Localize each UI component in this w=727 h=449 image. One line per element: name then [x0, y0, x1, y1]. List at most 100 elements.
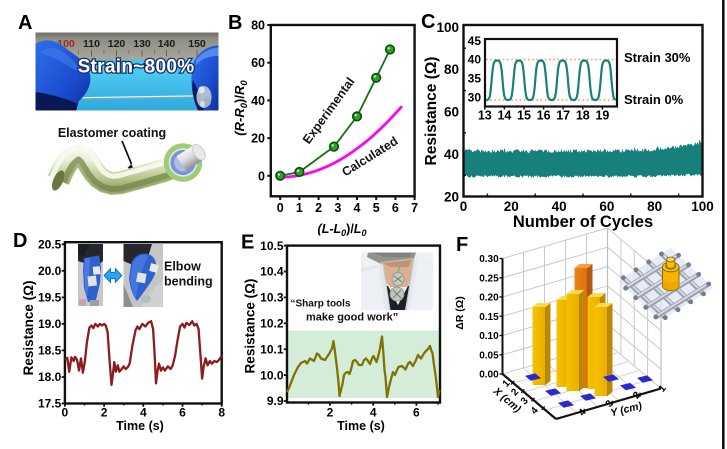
svg-text:Strain 0%: Strain 0%	[624, 92, 684, 107]
svg-text:Resistance (Ω): Resistance (Ω)	[21, 281, 36, 376]
svg-text:0.00: 0.00	[479, 370, 499, 381]
svg-text:3: 3	[604, 398, 616, 410]
svg-text:0.10: 0.10	[479, 331, 499, 342]
svg-text:2: 2	[315, 201, 322, 215]
svg-text:30: 30	[468, 90, 482, 104]
svg-text:D: D	[13, 230, 27, 252]
svg-text:Elbow: Elbow	[164, 260, 201, 274]
svg-text:19.0: 19.0	[38, 317, 62, 331]
svg-text:ΔR (Ω): ΔR (Ω)	[454, 296, 466, 329]
svg-text:4: 4	[529, 405, 541, 417]
svg-text:0: 0	[277, 201, 284, 215]
svg-text:0.05: 0.05	[479, 350, 499, 361]
svg-text:6: 6	[392, 201, 399, 215]
svg-text:60: 60	[599, 199, 614, 214]
svg-text:15: 15	[517, 109, 531, 123]
svg-text:0.25: 0.25	[479, 273, 499, 284]
svg-text:19.5: 19.5	[38, 291, 62, 305]
svg-text:Number of Cycles: Number of Cycles	[513, 213, 653, 231]
svg-text:110: 110	[83, 38, 100, 50]
svg-text:19: 19	[595, 109, 609, 123]
svg-text:Time (s): Time (s)	[337, 419, 385, 433]
svg-text:Strain 30%: Strain 30%	[624, 50, 691, 65]
svg-text:2: 2	[509, 386, 521, 398]
svg-text:B: B	[228, 12, 242, 34]
svg-text:F: F	[456, 234, 468, 256]
svg-text:80: 80	[444, 62, 459, 77]
svg-text:Resistance (Ω): Resistance (Ω)	[423, 57, 440, 166]
svg-text:6: 6	[179, 406, 186, 420]
svg-text:bending: bending	[164, 275, 213, 289]
svg-text:Resistance (Ω): Resistance (Ω)	[243, 279, 258, 374]
svg-text:“Sharp tools: “Sharp tools	[291, 299, 351, 310]
svg-text:1: 1	[296, 201, 303, 215]
svg-text:10.3: 10.3	[260, 291, 284, 305]
svg-text:9.9: 9.9	[267, 394, 284, 408]
svg-text:40: 40	[444, 147, 459, 162]
svg-text:7: 7	[411, 201, 418, 215]
svg-text:40: 40	[552, 199, 567, 214]
svg-text:14: 14	[497, 109, 511, 123]
svg-text:60: 60	[251, 56, 265, 70]
svg-text:120: 120	[108, 38, 126, 50]
svg-text:100: 100	[436, 20, 459, 35]
svg-text:Strain~800%: Strain~800%	[78, 57, 195, 78]
svg-text:18.0: 18.0	[38, 370, 62, 384]
svg-text:40: 40	[251, 94, 265, 108]
svg-text:140: 140	[158, 38, 176, 50]
svg-text:Elastomer coating: Elastomer coating	[58, 126, 166, 140]
svg-text:10.1: 10.1	[260, 342, 284, 356]
svg-text:4: 4	[140, 406, 147, 420]
svg-text:A: A	[18, 12, 32, 34]
svg-text:1: 1	[501, 378, 513, 390]
svg-text:60: 60	[444, 105, 459, 120]
svg-text:16: 16	[537, 109, 551, 123]
svg-text:10.5: 10.5	[260, 239, 284, 253]
svg-text:100: 100	[691, 199, 714, 214]
svg-text:(R-R0)/R0: (R-R0)/R0	[232, 80, 250, 136]
svg-text:0: 0	[62, 406, 69, 420]
svg-text:0: 0	[460, 199, 468, 214]
svg-text:10.2: 10.2	[260, 317, 284, 331]
svg-text:18: 18	[576, 109, 590, 123]
svg-text:Time (s): Time (s)	[116, 419, 164, 433]
svg-text:5: 5	[373, 201, 380, 215]
svg-text:4: 4	[354, 201, 361, 215]
svg-text:1: 1	[657, 383, 669, 395]
svg-text:130: 130	[133, 38, 151, 50]
svg-text:0.20: 0.20	[479, 293, 499, 304]
svg-text:17: 17	[556, 109, 570, 123]
svg-text:20.0: 20.0	[38, 264, 62, 278]
svg-text:C: C	[421, 11, 435, 33]
svg-text:make good work”: make good work”	[306, 312, 398, 324]
svg-text:45: 45	[468, 34, 482, 48]
svg-text:(L-L0)/L0: (L-L0)/L0	[318, 222, 367, 238]
svg-text:0: 0	[258, 169, 265, 183]
svg-text:E: E	[241, 232, 254, 254]
svg-text:40: 40	[468, 53, 482, 67]
svg-text:3: 3	[519, 395, 531, 407]
svg-text:20.5: 20.5	[38, 238, 62, 252]
svg-text:20: 20	[251, 132, 265, 146]
svg-text:2: 2	[101, 406, 108, 420]
svg-text:8: 8	[218, 406, 225, 420]
svg-text:80: 80	[647, 199, 662, 214]
svg-text:13: 13	[478, 109, 492, 123]
svg-text:4: 4	[577, 407, 589, 419]
svg-text:20: 20	[504, 199, 519, 214]
svg-text:35: 35	[468, 72, 482, 86]
svg-text:10.4: 10.4	[260, 265, 284, 279]
svg-text:17.5: 17.5	[38, 397, 62, 411]
svg-text:80: 80	[251, 19, 265, 33]
svg-text:0.30: 0.30	[479, 254, 499, 265]
svg-text:0.15: 0.15	[479, 312, 499, 323]
svg-text:150: 150	[188, 38, 206, 50]
svg-text:20: 20	[444, 189, 459, 204]
svg-text:3: 3	[334, 201, 341, 215]
svg-text:4: 4	[370, 406, 377, 420]
svg-text:18.5: 18.5	[38, 344, 62, 358]
svg-text:2: 2	[327, 406, 334, 420]
svg-text:6: 6	[413, 406, 420, 420]
svg-text:10.0: 10.0	[260, 368, 284, 382]
svg-text:2: 2	[631, 390, 643, 402]
